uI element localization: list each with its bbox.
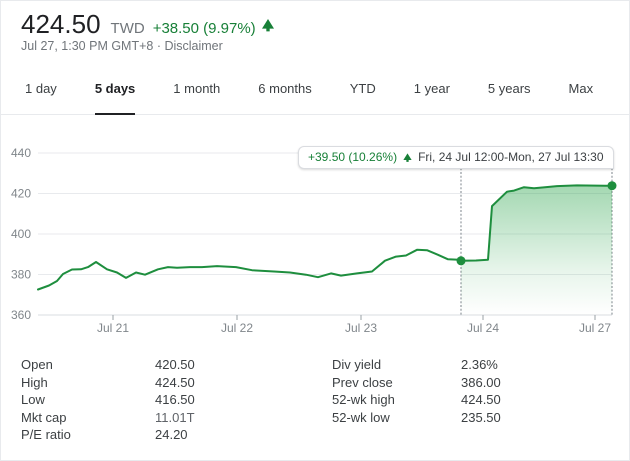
svg-text:420: 420 xyxy=(11,187,31,201)
svg-text:360: 360 xyxy=(11,308,31,322)
svg-text:380: 380 xyxy=(11,268,31,282)
svg-text:Jul 22: Jul 22 xyxy=(221,321,253,335)
svg-text:Jul 27: Jul 27 xyxy=(579,321,611,335)
svg-text:Jul 24: Jul 24 xyxy=(467,321,499,335)
svg-text:Jul 23: Jul 23 xyxy=(345,321,377,335)
svg-text:Jul 21: Jul 21 xyxy=(97,321,129,335)
svg-text:400: 400 xyxy=(11,227,31,241)
svg-text:440: 440 xyxy=(11,146,31,160)
